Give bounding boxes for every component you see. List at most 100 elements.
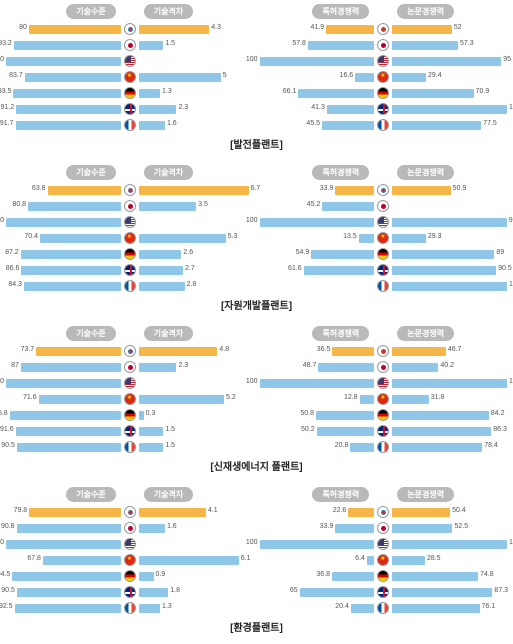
flag-column bbox=[374, 39, 392, 51]
bar-value-label: 57.8 bbox=[292, 40, 306, 47]
panel-header: 특허경쟁력논문경쟁력 bbox=[260, 165, 508, 180]
bar-value-label: 29.4 bbox=[428, 72, 442, 79]
bar: 100 bbox=[392, 105, 507, 114]
bar: 100 bbox=[260, 57, 375, 66]
bar: 77.5 bbox=[392, 121, 481, 130]
bar-wrap: 100 bbox=[6, 379, 121, 388]
jp-flag-icon bbox=[124, 39, 136, 51]
flag-column bbox=[121, 393, 139, 405]
bar: 86.6 bbox=[21, 266, 120, 275]
data-row: 16.629.4 bbox=[260, 70, 508, 84]
data-row: 70.45.3 bbox=[6, 231, 254, 245]
panel-header: 특허경쟁력논문경쟁력 bbox=[260, 326, 508, 341]
de-flag-icon bbox=[377, 409, 389, 421]
bar-value-label: 87.3 bbox=[494, 587, 508, 594]
data-row: 83.75 bbox=[6, 70, 254, 84]
flag-column bbox=[121, 23, 139, 35]
us-flag-icon bbox=[124, 377, 136, 389]
bar: 50.8 bbox=[316, 411, 374, 420]
flag-column bbox=[374, 361, 392, 373]
bar-value-label: 100 bbox=[0, 217, 4, 224]
bar: 95 bbox=[392, 57, 501, 66]
bar: 12.8 bbox=[360, 395, 375, 404]
bar-wrap: 87.3 bbox=[392, 588, 507, 597]
bar-value-label: 91.7 bbox=[0, 120, 14, 127]
bar: 4.1 bbox=[139, 508, 206, 517]
bar: 100 bbox=[392, 282, 507, 291]
bar-value-label: 77.5 bbox=[483, 120, 497, 127]
cn-flag-icon bbox=[124, 71, 136, 83]
uk-flag-icon bbox=[124, 103, 136, 115]
bar: 36.5 bbox=[332, 347, 374, 356]
bar-value-label: 6.1 bbox=[241, 555, 251, 562]
bar-wrap: 63.8 bbox=[6, 186, 121, 195]
data-row: 93.21.5 bbox=[6, 38, 254, 52]
header-pill-left: 특허경쟁력 bbox=[312, 326, 369, 341]
bar-value-label: 80.8 bbox=[12, 201, 26, 208]
flag-column bbox=[374, 55, 392, 67]
header-pill-left: 기술수준 bbox=[66, 4, 115, 19]
bar-wrap: 90.5 bbox=[392, 266, 507, 275]
bar: 91.2 bbox=[16, 105, 121, 114]
kr-flag-icon bbox=[124, 506, 136, 518]
bar: 2.7 bbox=[139, 266, 183, 275]
flag-column bbox=[374, 184, 392, 196]
kr-flag-icon bbox=[377, 506, 389, 518]
bar-wrap: 92.5 bbox=[6, 604, 121, 613]
data-row: 63.86.7 bbox=[6, 183, 254, 197]
bar-wrap: 70.4 bbox=[6, 234, 121, 243]
jp-flag-icon bbox=[377, 522, 389, 534]
bar-value-label: 89 bbox=[496, 249, 504, 256]
data-row: 66.170.9 bbox=[260, 86, 508, 100]
bar: 87 bbox=[21, 363, 121, 372]
header-pill-left: 특허경쟁력 bbox=[312, 165, 369, 180]
data-row: 50.286.3 bbox=[260, 424, 508, 438]
bar-wrap: 84.3 bbox=[6, 282, 121, 291]
data-row: 50.884.2 bbox=[260, 408, 508, 422]
header-pill-right: 기술격차 bbox=[144, 4, 193, 19]
flag-column bbox=[121, 264, 139, 276]
bar: 57.8 bbox=[308, 41, 374, 50]
us-flag-icon bbox=[377, 55, 389, 67]
bar: 73.7 bbox=[36, 347, 121, 356]
bar-wrap: 1.6 bbox=[139, 121, 254, 130]
chart-panel: 특허경쟁력논문경쟁력41.95257.857.31009516.629.466.… bbox=[260, 4, 508, 134]
flag-column bbox=[374, 119, 392, 131]
uk-flag-icon bbox=[124, 586, 136, 598]
bar-wrap bbox=[260, 282, 375, 291]
bar-wrap: 5.2 bbox=[139, 395, 254, 404]
de-flag-icon bbox=[377, 248, 389, 260]
bar: 63.8 bbox=[48, 186, 121, 195]
kr-flag-icon bbox=[124, 184, 136, 196]
bar-value-label: 48.7 bbox=[303, 362, 317, 369]
bar-wrap: 50.2 bbox=[260, 427, 375, 436]
bar-value-label: 1.6 bbox=[167, 523, 177, 530]
bar-value-label: 28.5 bbox=[427, 555, 441, 562]
jp-flag-icon bbox=[377, 39, 389, 51]
data-row: 67.8 6.1 bbox=[6, 553, 254, 567]
bar-value-label: 3.5 bbox=[198, 201, 208, 208]
bar-value-label: 2.7 bbox=[185, 265, 195, 272]
bar-value-label: 87.2 bbox=[5, 249, 19, 256]
bar-value-label: 91.2 bbox=[0, 104, 14, 111]
bar: 100 bbox=[6, 379, 121, 388]
bar: 45.5 bbox=[322, 121, 374, 130]
bar-value-label: 33.9 bbox=[320, 523, 334, 530]
bar-value-label: 100 bbox=[509, 281, 513, 288]
bar-wrap: 33.9 bbox=[260, 524, 375, 533]
bar-value-label: 93.2 bbox=[0, 40, 12, 47]
data-row: 100 bbox=[260, 279, 508, 293]
flag-column bbox=[121, 345, 139, 357]
flag-column bbox=[374, 280, 392, 292]
bar-value-label: 67.8 bbox=[27, 555, 41, 562]
bar-value-label: 90.5 bbox=[498, 265, 512, 272]
data-row: 86.6 2.7 bbox=[6, 263, 254, 277]
header-pill-right: 기술격차 bbox=[144, 165, 193, 180]
data-row: 804.3 bbox=[6, 22, 254, 36]
bar-wrap: 95 bbox=[392, 57, 507, 66]
section: 기술수준기술격차79.84.190.81.610067.86.194.50.99… bbox=[0, 483, 513, 644]
bar-wrap: 78.4 bbox=[392, 443, 507, 452]
bar-wrap: 31.8 bbox=[392, 395, 507, 404]
bar-value-label: 87 bbox=[11, 362, 19, 369]
de-flag-icon bbox=[377, 87, 389, 99]
